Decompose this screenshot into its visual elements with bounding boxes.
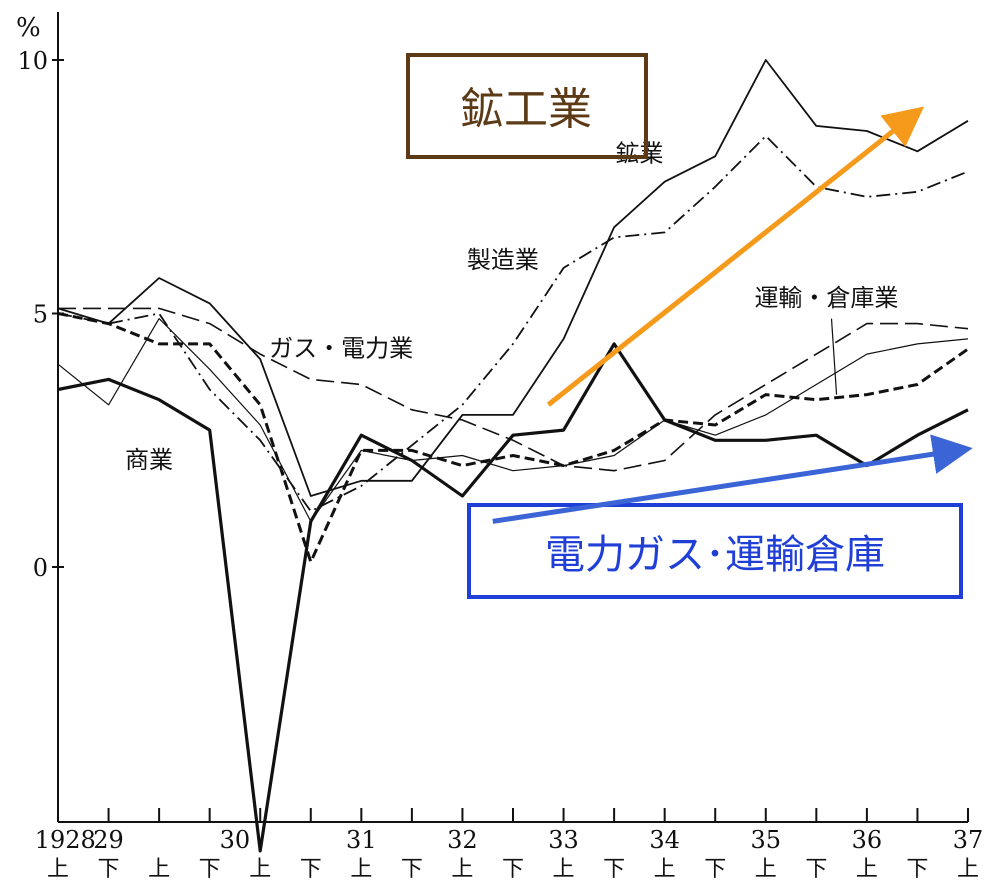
x-year-label: 35 <box>751 826 782 854</box>
trend-arrows <box>493 116 958 522</box>
x-half-label: 上 <box>755 857 777 882</box>
x-half-label: 下 <box>300 857 322 882</box>
series-label: ガス・電力業 <box>269 335 413 363</box>
x-half-label: 下 <box>98 857 120 882</box>
utility-box: 電力ガス･運輸倉庫 <box>469 505 961 597</box>
unit-label: % <box>16 13 41 43</box>
x-half-label: 上 <box>451 857 473 882</box>
x-half-label: 上 <box>148 857 170 882</box>
x-year-label: 30 <box>220 826 251 854</box>
series-line-2 <box>58 308 968 470</box>
orange-trend-arrow <box>548 116 912 405</box>
x-half-label: 上 <box>553 857 575 882</box>
series-label: 商業 <box>125 446 173 474</box>
x-half-label: 上 <box>350 857 372 882</box>
x-year-label: 29 <box>93 826 124 854</box>
x-half-label: 上 <box>249 857 271 882</box>
x-half-label: 下 <box>603 857 625 882</box>
blue-trend-arrow <box>493 450 958 521</box>
x-half-label: 下 <box>704 857 726 882</box>
x-half-label: 下 <box>401 857 423 882</box>
x-half-label: 上 <box>654 857 676 882</box>
x-year-label: 36 <box>852 826 883 854</box>
series-label: 製造業 <box>467 246 539 274</box>
x-year-label: 37 <box>953 826 984 854</box>
x-half-label: 上 <box>47 857 69 882</box>
label-pointer-line <box>832 319 837 395</box>
x-half-label: 下 <box>502 857 524 882</box>
series-label: 運輸・倉庫業 <box>754 284 898 312</box>
x-half-label: 下 <box>906 857 928 882</box>
utility-box-label: 電力ガス･運輸倉庫 <box>545 532 885 578</box>
y-tick-label: 0 <box>33 554 48 582</box>
y-tick-label: 5 <box>33 301 48 329</box>
x-half-label: 下 <box>805 857 827 882</box>
x-year-label: 33 <box>548 826 579 854</box>
x-year-label: 34 <box>649 826 680 854</box>
mining-box-label: 鉱工業 <box>460 84 592 135</box>
x-half-label: 上 <box>856 857 878 882</box>
x-half-label: 上 <box>957 857 979 882</box>
series-label: 鉱業 <box>615 139 663 167</box>
x-year-label: 31 <box>346 826 377 854</box>
x-year-label: 1928 <box>35 826 96 854</box>
x-year-label: 32 <box>447 826 478 854</box>
x-half-label: 下 <box>199 857 221 882</box>
y-tick-label: 10 <box>17 47 48 75</box>
mining-box: 鉱工業 <box>408 55 646 157</box>
